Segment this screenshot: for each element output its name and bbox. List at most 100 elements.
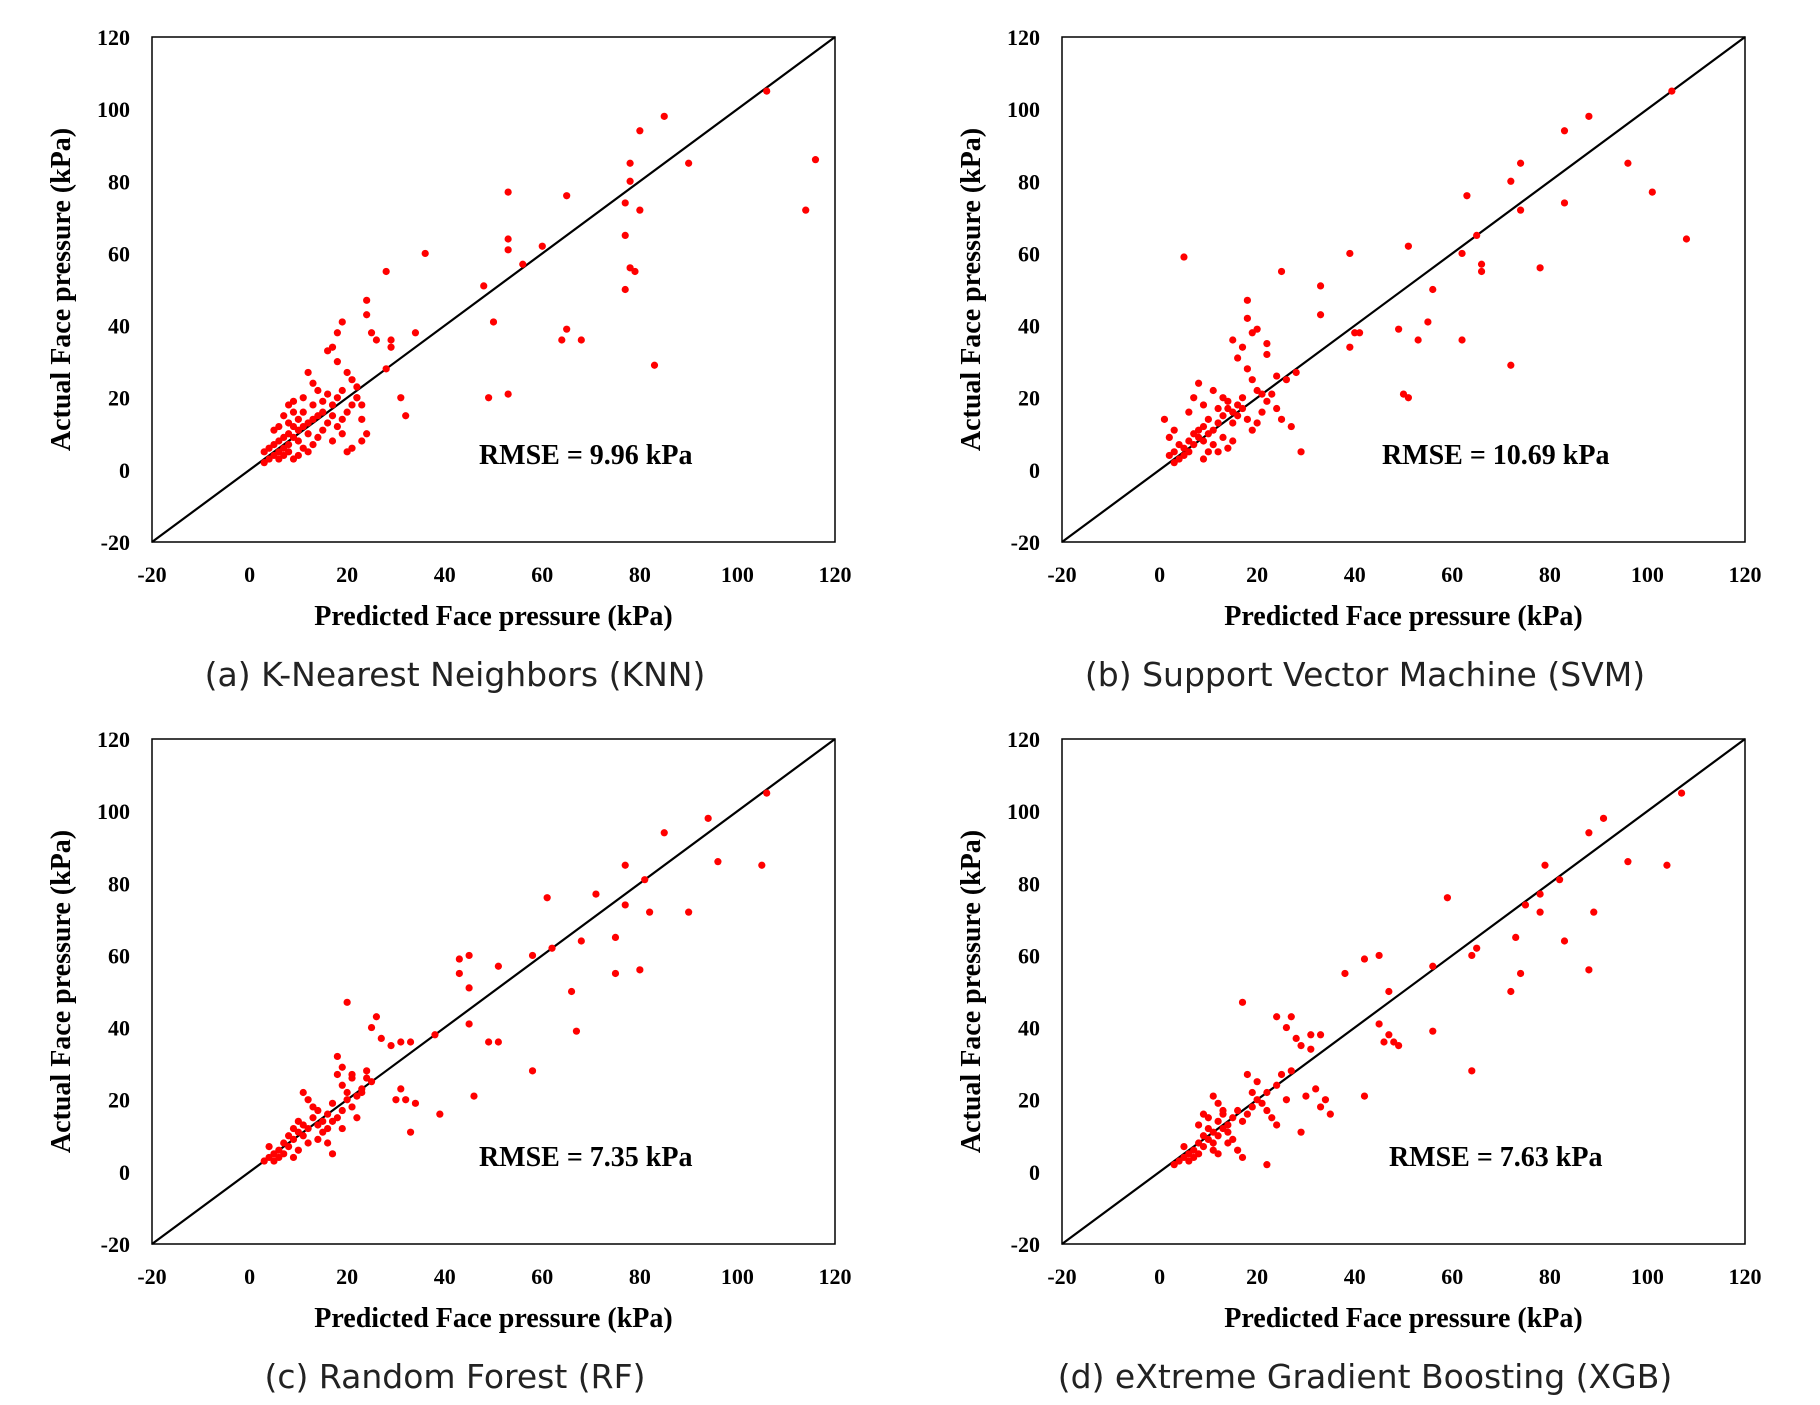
plot-frame	[151, 738, 836, 1245]
data-point	[1204, 448, 1212, 456]
data-point	[485, 1038, 493, 1046]
y-tick-label: 120	[1007, 25, 1040, 50]
data-point	[621, 901, 629, 909]
data-point	[1224, 404, 1232, 413]
data-point	[1297, 1128, 1305, 1136]
data-point	[1521, 901, 1530, 909]
data-point	[348, 1070, 356, 1079]
data-point	[285, 401, 293, 409]
rmse-annotation: RMSE = 7.35 kPa	[479, 1142, 693, 1173]
y-tick-label: -20	[101, 530, 130, 555]
data-point	[299, 408, 307, 416]
data-point	[348, 1103, 356, 1111]
data-point	[333, 394, 341, 402]
data-point	[1263, 350, 1271, 359]
data-point	[1468, 951, 1476, 960]
data-point	[411, 329, 420, 337]
data-point	[1395, 325, 1403, 333]
data-point	[387, 1042, 395, 1050]
data-point	[343, 448, 351, 456]
data-point	[314, 1121, 322, 1129]
data-point	[397, 1038, 405, 1046]
data-point	[1507, 177, 1515, 185]
x-tick-label: 80	[1539, 562, 1561, 587]
data-point	[1238, 1153, 1247, 1162]
data-point	[338, 386, 346, 395]
data-point	[1414, 336, 1422, 344]
data-point	[1624, 858, 1632, 866]
data-point	[1668, 87, 1676, 95]
data-point	[1180, 1143, 1188, 1151]
data-point	[1199, 455, 1208, 463]
data-point	[397, 394, 405, 402]
data-point	[309, 401, 317, 409]
data-point	[363, 1067, 371, 1075]
data-point	[324, 1124, 332, 1133]
data-point	[1360, 955, 1369, 963]
data-point	[660, 112, 668, 120]
x-tick-label: 20	[336, 1264, 358, 1289]
y-tick-label: -20	[1011, 1232, 1040, 1257]
data-point	[1273, 404, 1281, 413]
data-point	[1243, 1110, 1251, 1118]
data-point	[1287, 1067, 1295, 1075]
data-point	[1541, 861, 1549, 869]
data-point	[563, 192, 571, 200]
data-point	[363, 1074, 371, 1082]
y-tick-label: 120	[1007, 727, 1040, 752]
data-point	[294, 1146, 302, 1154]
y-axis-title: Actual Face pressure (kPa)	[46, 128, 77, 451]
data-point	[377, 1034, 385, 1042]
data-point	[387, 336, 395, 344]
data-point	[260, 459, 268, 467]
y-tick-label: 120	[97, 727, 130, 752]
data-point	[1477, 267, 1486, 276]
data-point	[1243, 365, 1251, 373]
data-point	[1424, 318, 1432, 326]
data-point	[1195, 1139, 1203, 1147]
data-point	[1263, 1161, 1271, 1169]
data-point	[1234, 1146, 1242, 1154]
data-point	[1224, 1139, 1232, 1147]
y-tick-label: 80	[1018, 169, 1040, 194]
y-axis-title: Actual Face pressure (kPa)	[46, 830, 77, 1153]
data-point	[1321, 1096, 1330, 1104]
data-point	[314, 1135, 322, 1143]
data-point	[1463, 192, 1471, 200]
data-point	[1677, 789, 1686, 797]
data-point	[1287, 422, 1295, 431]
data-point	[1536, 264, 1544, 272]
y-tick-label: 20	[108, 386, 130, 411]
panel-xgb: -20 0 20 40 60 80 100 120 -20 0 20 40 60 80 100 120 Pred…	[910, 702, 1820, 1404]
data-point	[528, 951, 537, 960]
data-point	[1599, 814, 1608, 822]
data-point	[563, 325, 571, 333]
data-point	[1195, 1121, 1203, 1129]
data-point	[309, 441, 317, 449]
y-tick-label: 20	[1018, 386, 1040, 411]
data-point	[758, 861, 766, 869]
data-point	[338, 415, 346, 423]
data-point	[621, 199, 629, 207]
data-point	[685, 159, 693, 167]
data-point	[1258, 390, 1266, 398]
data-point	[567, 987, 576, 996]
data-point	[1297, 448, 1305, 456]
x-tick-label: 0	[244, 562, 255, 587]
data-point	[1219, 1106, 1227, 1115]
data-point	[1219, 433, 1227, 441]
data-point	[1682, 235, 1691, 243]
panel-rf: -20 0 20 40 60 80 100 120 -20 0 20 40 60 80 100 120 Pred…	[0, 702, 910, 1404]
data-point	[431, 1031, 439, 1039]
data-point	[1190, 430, 1198, 438]
data-point	[1297, 1042, 1305, 1050]
x-tick-label: 120	[1729, 562, 1762, 587]
x-tick-label: 20	[1246, 562, 1268, 587]
data-point	[1507, 361, 1515, 369]
data-point	[1243, 415, 1251, 423]
x-tick-label: 100	[721, 1264, 754, 1289]
data-point	[314, 433, 322, 441]
data-point	[1516, 159, 1525, 167]
data-point	[328, 1099, 337, 1107]
data-point	[1229, 437, 1237, 445]
